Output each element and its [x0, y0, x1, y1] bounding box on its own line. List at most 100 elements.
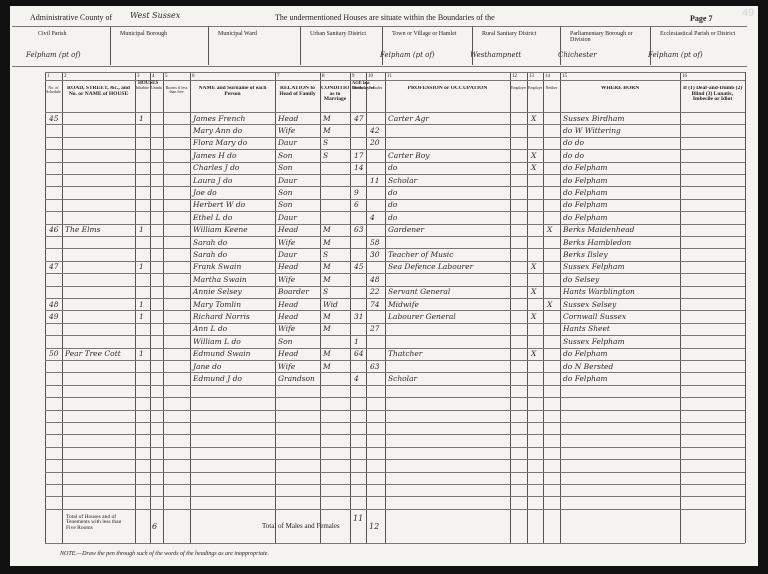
district-value: Felpham (pt of) — [380, 51, 435, 59]
cell-m: 14 — [354, 163, 364, 173]
cell-rel: Head — [278, 225, 299, 235]
cell-born: Cornwall Sussex — [563, 311, 627, 321]
cell-m: 31 — [354, 311, 364, 321]
cell-name: Mary Ann do — [193, 125, 243, 135]
cell-name: Charles J do — [193, 163, 240, 173]
row-line — [45, 434, 745, 436]
cell-occ: Sea Defence Labourer — [388, 262, 474, 272]
cell-name: Edmund Swain — [193, 349, 251, 359]
cell-rel: Daur — [278, 138, 297, 148]
district-value: Westhampnett — [470, 51, 522, 59]
cell-name: Ethel L do — [193, 212, 233, 222]
page-number: Page 7 — [690, 14, 713, 23]
cell-name: Ann L do — [193, 324, 228, 334]
column-line — [366, 72, 367, 543]
row-line — [45, 149, 745, 151]
column-label: RELATION to Head of Family — [279, 86, 316, 97]
column-line — [135, 72, 136, 543]
cell-empd: X — [531, 262, 537, 272]
county: West Sussex — [130, 11, 181, 20]
cell-inh: 1 — [139, 299, 144, 309]
cell-born: do do — [563, 150, 585, 160]
persons-total-label: Total of Males and Females — [262, 521, 340, 530]
cell-f: 20 — [370, 138, 380, 148]
cell-rel: Wife — [278, 324, 296, 334]
cell-rel: Daur — [278, 212, 297, 222]
cell-f: 63 — [370, 361, 380, 371]
cell-f: 4 — [370, 212, 375, 222]
district-value: Felpham (pt of) — [648, 51, 703, 59]
row-line — [45, 248, 745, 250]
row-line — [45, 384, 745, 386]
row-line — [45, 484, 745, 485]
column-number: 11 — [387, 73, 392, 79]
row-line — [45, 496, 745, 498]
cell-born: do W Wittering — [563, 125, 621, 135]
row-line — [45, 298, 745, 299]
row-line — [45, 397, 745, 399]
cell-sched: 50 — [49, 349, 59, 359]
cell-m: 6 — [354, 200, 359, 210]
cell-rel: Head — [278, 311, 299, 321]
cell-occ: Labourer General — [388, 311, 456, 321]
folio: 49 — [742, 7, 755, 19]
cell-inh: 1 — [139, 349, 144, 359]
district-divider — [382, 27, 383, 65]
cell-occ: Midwife — [388, 299, 419, 309]
column-number: 8 — [322, 73, 325, 79]
column-number: 13 — [529, 73, 534, 79]
column-label: CONDITION as to Marriage — [321, 86, 349, 102]
column-number: 16 — [682, 73, 687, 79]
column-line — [62, 72, 63, 543]
cell-name: Richard Norris — [193, 311, 250, 321]
cell-name: William L do — [193, 336, 241, 346]
cell-born: Berks Hambledon — [563, 237, 632, 247]
column-number: 1 — [47, 73, 50, 79]
cell-name: Frank Swain — [193, 262, 242, 272]
cell-born: do Felpham — [563, 349, 608, 359]
cell-cond: M — [323, 349, 331, 359]
column-line — [275, 72, 276, 543]
row-line — [45, 223, 745, 225]
column-number: 6 — [192, 73, 195, 79]
cell-sched: 48 — [49, 299, 59, 309]
cell-inh: 1 — [139, 311, 144, 321]
cell-m: 9 — [354, 187, 359, 197]
column-line — [560, 72, 561, 543]
cell-empd: X — [531, 163, 537, 173]
row-line — [45, 446, 745, 448]
cell-born: Hants Warblington — [563, 287, 635, 297]
cell-m: 4 — [354, 373, 359, 383]
row-line — [45, 459, 745, 461]
cell-cond: M — [323, 361, 331, 371]
cell-name: Mary Tomlin — [193, 299, 242, 309]
column-line — [543, 72, 544, 543]
cell-rel: Head — [278, 299, 299, 309]
cell-f: 74 — [370, 299, 380, 309]
cell-empd: X — [531, 349, 537, 359]
cell-born: Sussex Selsey — [563, 299, 617, 309]
cell-occ: Teacher of Music — [388, 249, 454, 259]
column-label: PROFESSION or OCCUPATION — [407, 86, 488, 91]
cell-born: Sussex Felpham — [563, 262, 625, 272]
column-label: No. of Schedule — [46, 86, 61, 94]
row-line — [45, 124, 745, 126]
column-number: 7 — [277, 73, 280, 79]
cell-cond: M — [323, 262, 331, 272]
table-rule — [45, 542, 745, 544]
column-line — [45, 72, 46, 543]
column-label: Neither — [545, 86, 558, 90]
column-line — [150, 72, 151, 543]
cell-name: James H do — [193, 150, 237, 160]
row-line — [45, 161, 745, 163]
cell-rel: Son — [278, 187, 293, 197]
cell-cond: M — [323, 324, 331, 334]
cell-cond: S — [323, 138, 329, 148]
cell-m: 47 — [354, 113, 364, 123]
row-line — [45, 211, 745, 213]
cell-name: Herbert W do — [193, 200, 246, 210]
cell-born: Berks Maidenhead — [563, 225, 635, 235]
cell-rel: Head — [278, 349, 299, 359]
district-divider — [300, 27, 301, 65]
column-line — [320, 72, 321, 543]
